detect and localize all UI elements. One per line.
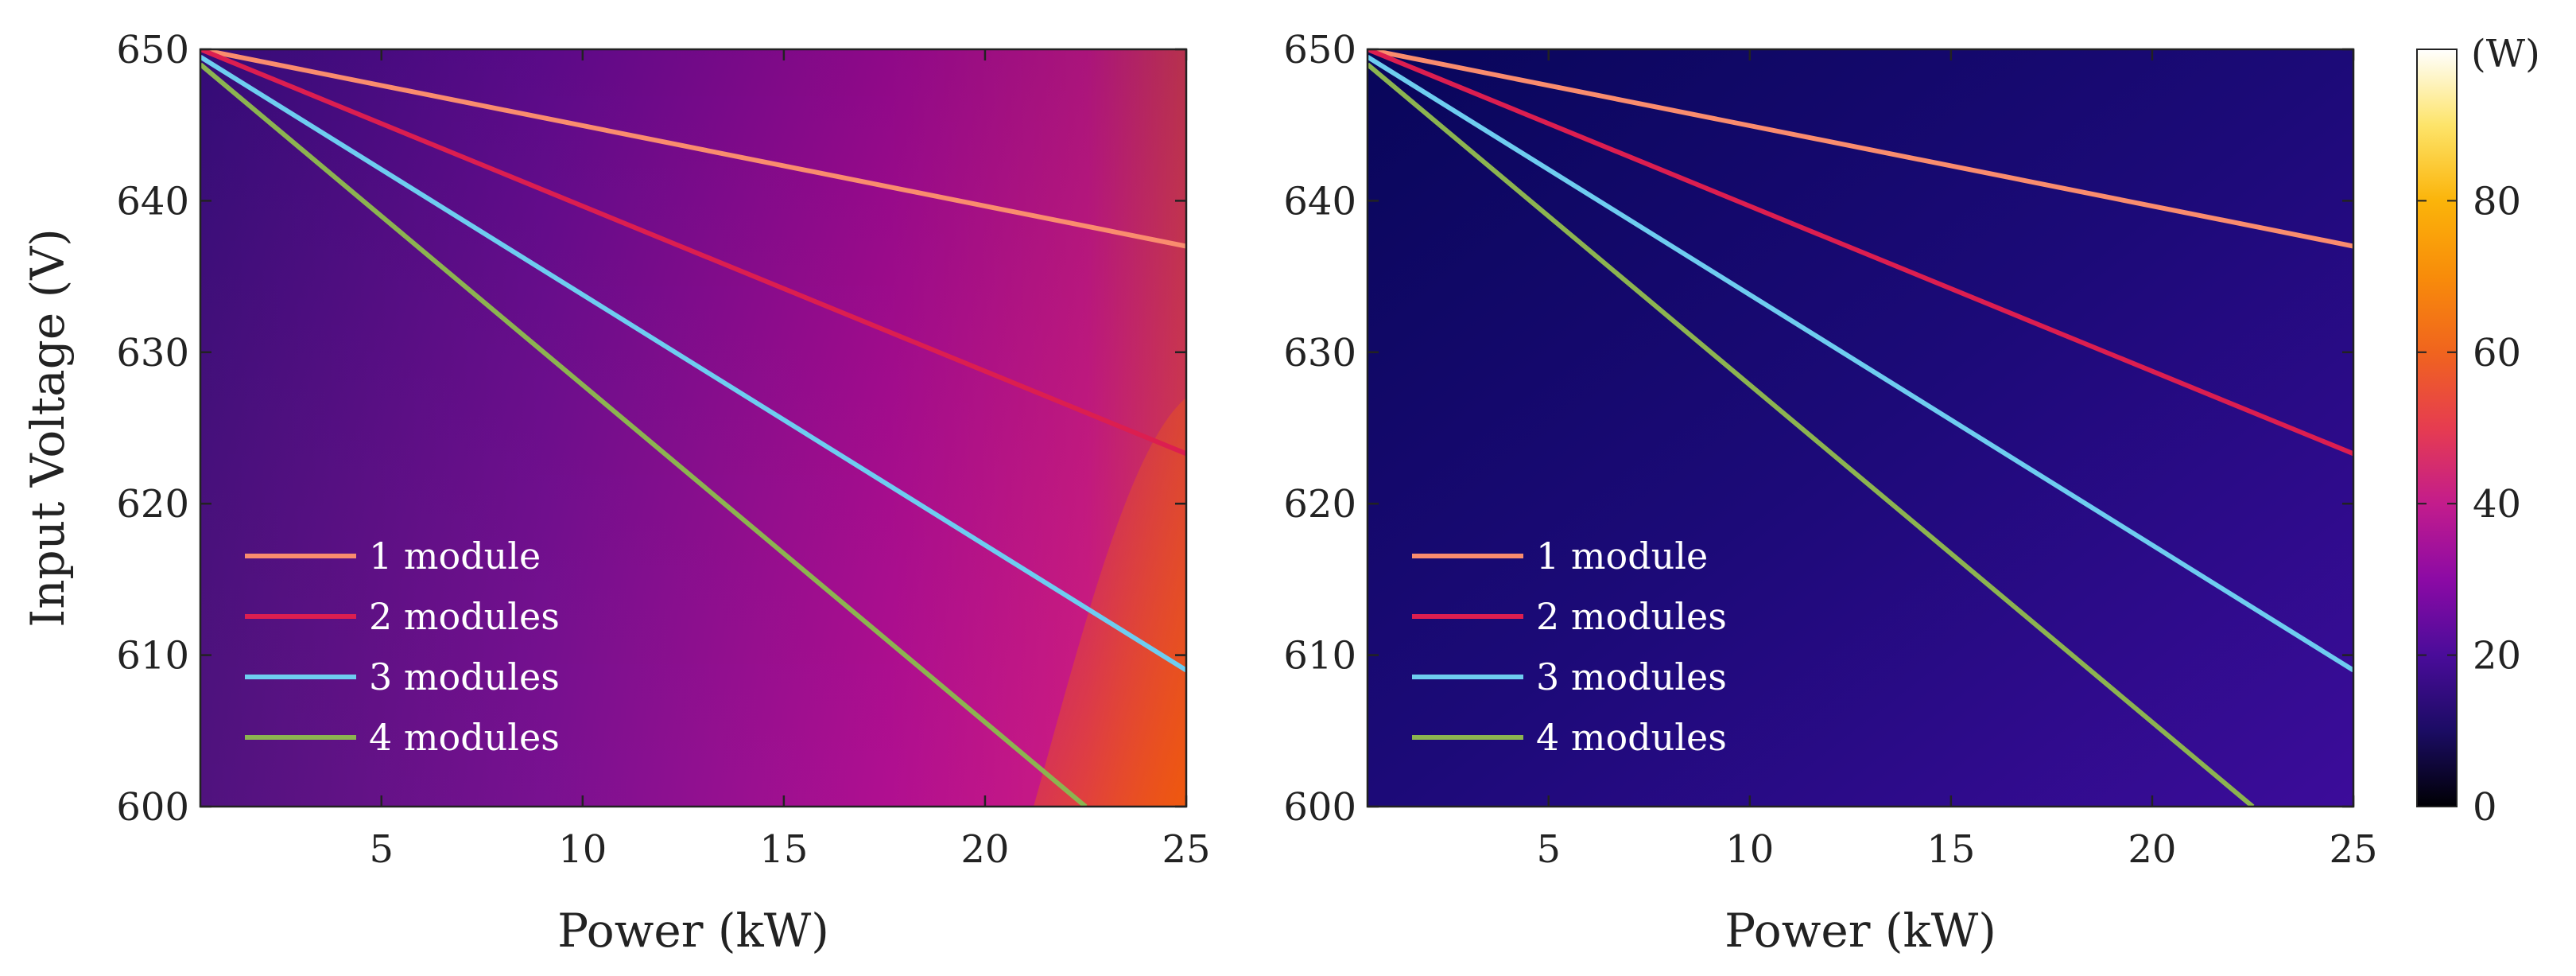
y-tick-label: 610 <box>116 634 189 679</box>
y-tick-label: 600 <box>116 785 189 830</box>
y-tick-label: 640 <box>1283 179 1356 224</box>
legend-label: 1 module <box>369 535 541 577</box>
series-line-2 <box>1368 49 2353 457</box>
legend-label: 2 modules <box>369 595 560 638</box>
y-tick-label: 640 <box>116 179 189 224</box>
legend-label: 4 modules <box>1536 716 1727 759</box>
x-tick-label: 25 <box>1162 827 1210 872</box>
x-axis-label: Power (kW) <box>557 904 829 958</box>
y-tick-label: 620 <box>116 482 189 527</box>
series-line-2 <box>200 49 1186 457</box>
colorbar-gradient <box>2416 49 2458 807</box>
left-panel: 5 10 15 20 25 600 610 620 630 640 650 Input Voltag… <box>21 28 1211 958</box>
x-tick-label: 20 <box>960 827 1009 872</box>
colorbar-unit-label: (W) <box>2471 32 2540 76</box>
heatmap-background <box>1368 49 2353 807</box>
y-tick-label: 630 <box>1283 331 1356 375</box>
colorbar-tick-label: 60 <box>2473 331 2521 375</box>
legend: 1 module 2 modules 3 modules 4 modules <box>245 535 560 759</box>
y-tick-label: 650 <box>1283 28 1356 72</box>
x-tick-label: 15 <box>759 827 808 872</box>
legend-label: 3 modules <box>369 655 560 698</box>
colorbar-tick-label: 80 <box>2473 179 2521 224</box>
series-line-4 <box>1368 62 2255 807</box>
series-line-1 <box>200 49 1186 249</box>
colorbar: (W) 0 20 40 60 80 <box>2416 32 2540 830</box>
colorbar-tick-label: 20 <box>2473 634 2521 679</box>
x-tick-label: 5 <box>1536 827 1561 872</box>
legend: 1 module 2 modules 3 modules 4 modules <box>1412 535 1727 759</box>
x-tick-label: 25 <box>2329 827 2377 872</box>
colorbar-tick-label: 40 <box>2473 482 2521 527</box>
legend-label: 2 modules <box>1536 595 1727 638</box>
y-tick-label: 610 <box>1283 634 1356 679</box>
series-line-3 <box>200 54 1186 673</box>
heatmap-shading <box>200 49 1186 807</box>
y-axis-label: Input Voltage (V) <box>21 228 75 627</box>
legend-label: 4 modules <box>369 716 560 759</box>
y-tick-label: 620 <box>1283 482 1356 527</box>
legend-label: 1 module <box>1536 535 1708 577</box>
x-tick-label: 20 <box>2128 827 2176 872</box>
right-panel: 5 10 15 20 25 600 610 620 630 640 650 Power (kW) 1… <box>1283 28 2377 958</box>
series-line-4 <box>200 62 1088 807</box>
y-tick-label: 630 <box>116 331 189 375</box>
series-line-1 <box>1368 49 2353 249</box>
x-tick-label: 15 <box>1926 827 1975 872</box>
colorbar-tick-label: 0 <box>2473 785 2497 830</box>
y-tick-label: 650 <box>116 28 189 72</box>
x-tick-label: 10 <box>1725 827 1774 872</box>
y-tick-label: 600 <box>1283 785 1356 830</box>
heatmap-hot-region <box>1034 398 1186 807</box>
x-tick-label: 5 <box>369 827 394 872</box>
series-line-3 <box>1368 54 2353 673</box>
legend-label: 3 modules <box>1536 655 1727 698</box>
x-tick-label: 10 <box>558 827 607 872</box>
plot-frame <box>1366 48 2355 808</box>
plot-frame <box>199 48 1188 808</box>
x-axis-label: Power (kW) <box>1724 904 1996 958</box>
